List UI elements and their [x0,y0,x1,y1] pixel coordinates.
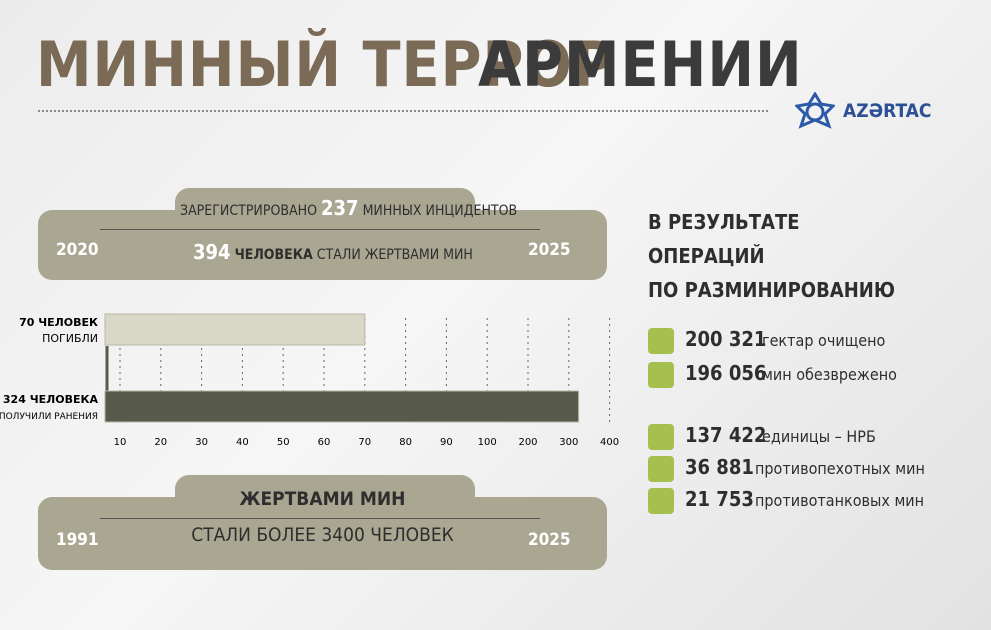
history-text: СТАЛИ БОЛЕЕ 3400 ЧЕЛОВЕК [191,524,454,546]
title-part2: АРМЕНИИ [478,28,803,101]
x-tick-label: 70 [358,437,371,448]
history-title: ЖЕРТВАМИ МИН [239,488,406,510]
x-tick-label: 100 [478,437,497,448]
unit: ЧЕЛОВЕКА [234,247,313,263]
stat-text: единицы – НРБ [762,427,876,446]
count: 237 [321,196,359,220]
victims-text: 394 ЧЕЛОВЕКА СТАЛИ ЖЕРТВАМИ МИН [193,240,473,264]
x-tick-label: 90 [440,437,453,448]
icon [648,424,674,450]
stat-text: мин обезврежено [762,365,897,384]
icon [648,362,674,388]
icon [648,456,674,482]
incident-text: ЗАРЕГИСТРИРОВАНО 237 МИННЫХ ИНЦИДЕНТОВ [180,196,517,220]
bar [104,313,366,346]
heading-line: ОПЕРАЦИЙ [648,244,765,268]
logo-text: AZƏRTAC [843,100,932,122]
x-tick-label: 30 [195,437,208,448]
x-tick-label: 10 [114,437,127,448]
category-label: ПОГИБЛИ [42,332,98,345]
panel [38,210,607,280]
heading-line: В РЕЗУЛЬТАТЕ [648,210,800,234]
stat-value: 200 321 [685,327,767,351]
stat-text: противопехотных мин [755,459,925,478]
x-tick-label: 50 [277,437,290,448]
stat-text: гектар очищено [762,331,886,350]
year: 2020 [56,240,99,260]
timeline [100,518,540,519]
heading-line: ПО РАЗМИНИРОВАНИЮ [648,278,895,302]
stat-value: 196 056 [685,361,767,385]
label: МИННЫХ ИНЦИДЕНТОВ [362,203,518,219]
stat-text: противотанковых мин [755,491,925,510]
x-tick-label: 300 [559,437,578,448]
x-tick-label: 400 [600,437,619,448]
timeline [100,229,540,230]
x-tick-label: 200 [518,437,537,448]
victims: 394 [193,240,231,264]
label: СТАЛИ ЖЕРТВАМИ МИН [316,247,473,263]
stat-value: 137 422 [685,423,767,447]
x-tick-label: 80 [399,437,412,448]
year: 2025 [528,530,571,550]
stat-value: 36 881 [685,455,754,479]
title-part1: МИННЫЙ ТЕРРОР [36,28,615,101]
logo-icon [795,92,835,129]
x-tick-label: 60 [318,437,331,448]
icon [648,328,674,354]
stat-value: 21 753 [685,487,754,511]
x-tick-label: 40 [236,437,249,448]
bar-chart: 10 20 30 40 50 60 70 80 90 100 200 300 400 70 ЧЕЛОВЕК… [0,313,619,448]
year: 2025 [528,240,571,260]
divider [38,110,768,112]
year: 1991 [56,530,99,550]
value-label: 70 ЧЕЛОВЕК [19,316,98,329]
panel [38,497,607,570]
label: ЗАРЕГИСТРИРОВАНО [180,203,317,219]
icon [648,488,674,514]
x-tick-label: 20 [154,437,167,448]
category-label: ПОЛУЧИЛИ РАНЕНИЯ [0,412,98,422]
value-label: 324 ЧЕЛОВЕКА [3,393,99,406]
bar [104,390,580,423]
